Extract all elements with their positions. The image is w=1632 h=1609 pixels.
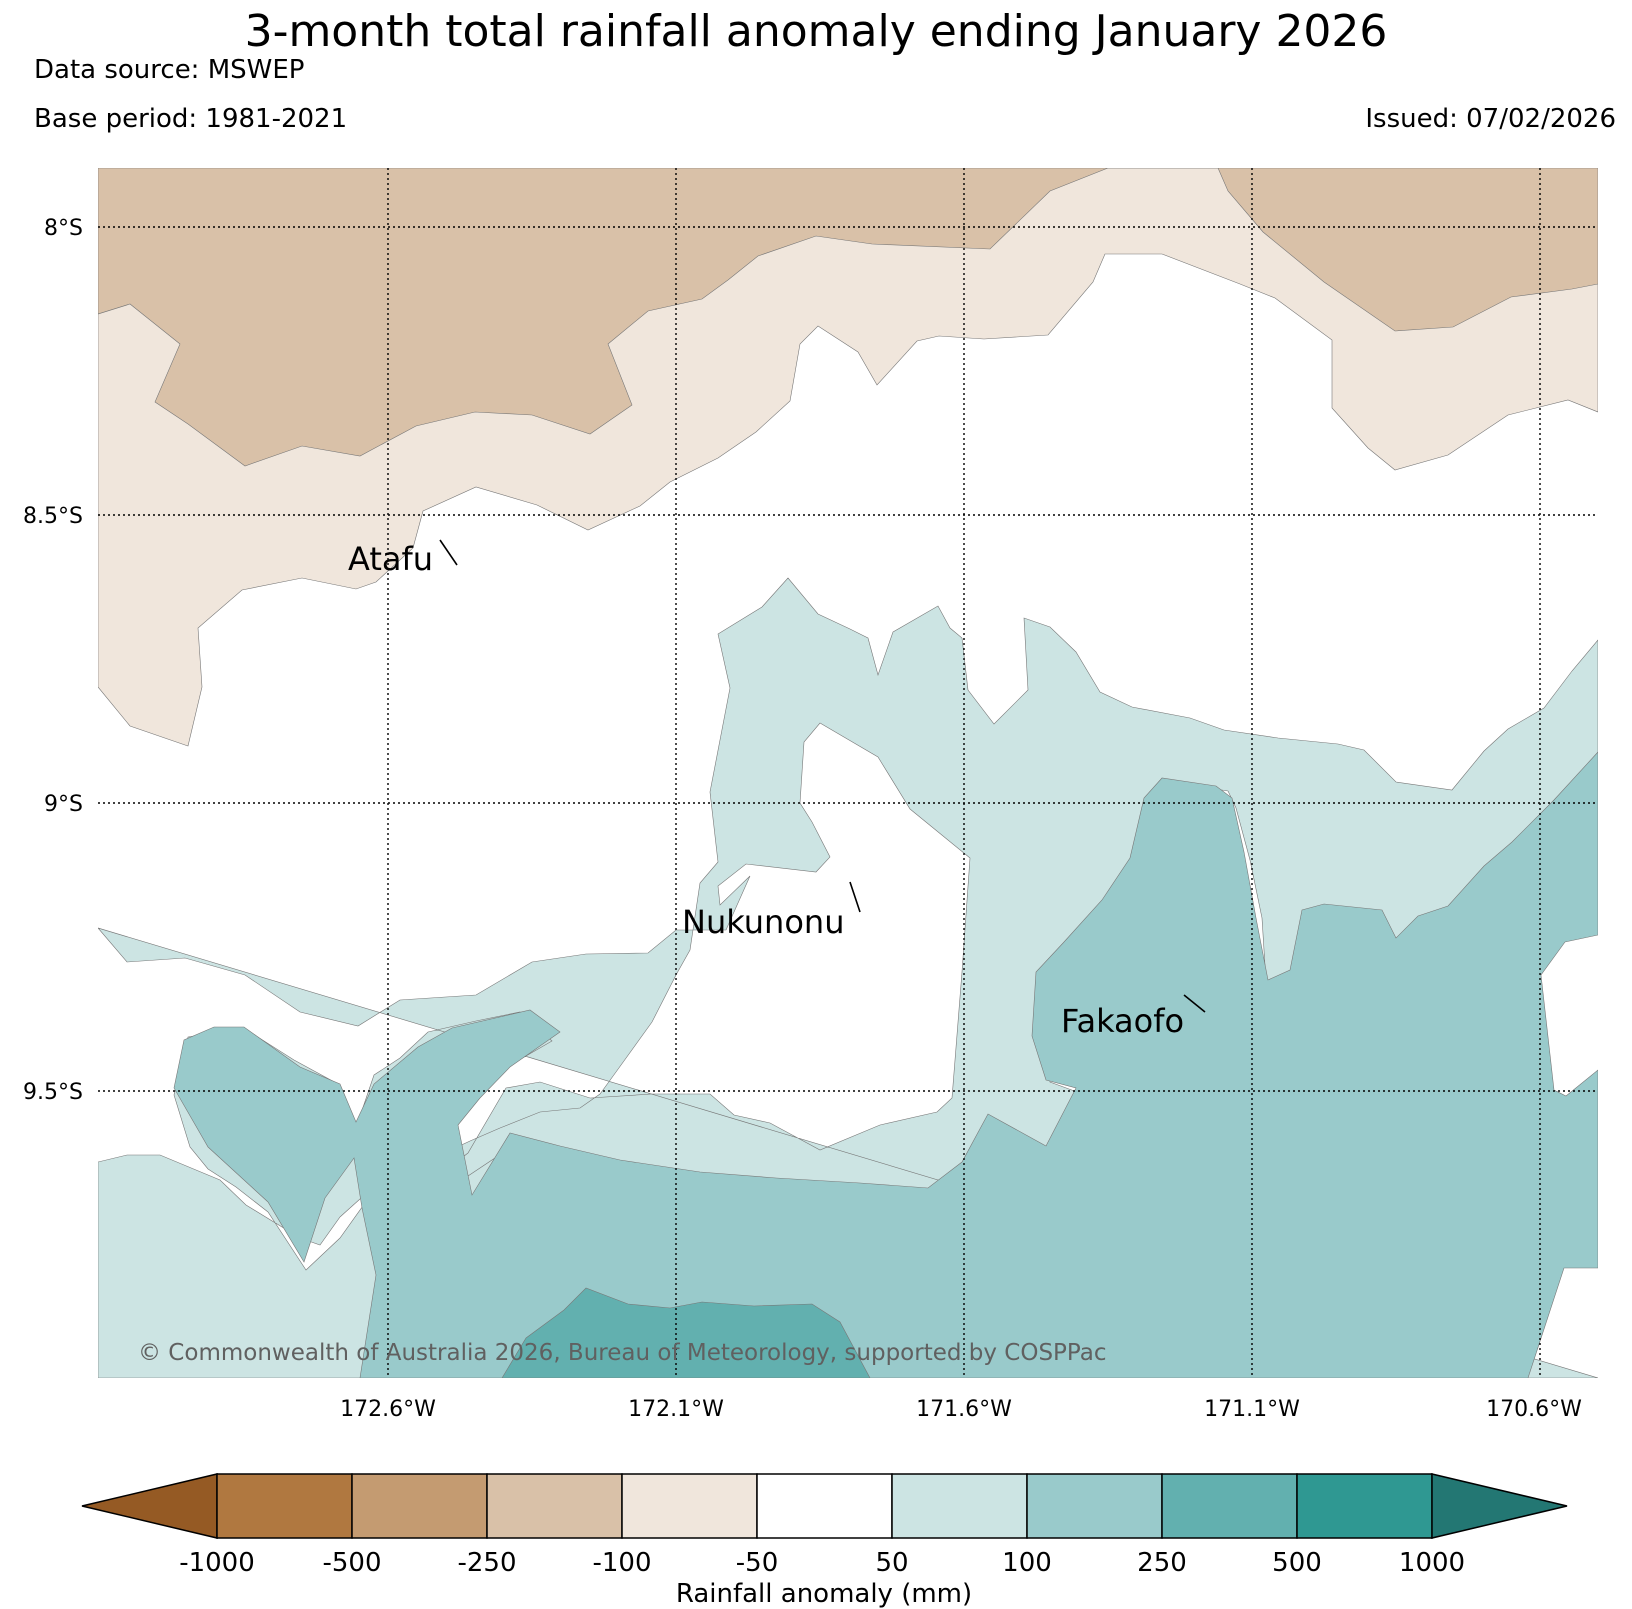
colorbar-tick-label: -250 [457, 1548, 516, 1578]
place-label-nukunonu: Nukunonu [682, 903, 844, 941]
colorbar-tick-label: -100 [592, 1548, 651, 1578]
lon-label: 171.6°W [916, 1397, 1012, 1422]
copyright-notice: © Commonwealth of Australia 2026, Bureau… [138, 1340, 1107, 1366]
dry-anomaly-region-250-100 [98, 168, 1598, 467]
colorbar-bin-250-500 [1161, 1473, 1298, 1539]
issued-date-label: Issued: 07/02/2026 [1365, 104, 1616, 134]
lon-label: 172.1°W [628, 1397, 724, 1422]
colorbar-tick-label: 250 [1137, 1548, 1187, 1578]
lat-label: 9°S [44, 792, 83, 817]
longitude-labels: 172.6°W 172.1°W 171.6°W 171.1°W 170.6°W [340, 1397, 1582, 1422]
colorbar-ticks: -1000 -500 -250 -100 -50 50 100 250 500 … [179, 1548, 1465, 1609]
colorbar-tick-label: 1000 [1399, 1548, 1465, 1578]
contour-layers [98, 168, 1598, 1378]
lon-label: 170.6°W [1486, 1397, 1582, 1422]
lon-label: 172.6°W [340, 1397, 436, 1422]
colorbar-extend-high [1431, 1473, 1568, 1539]
lat-label: 8°S [44, 216, 83, 241]
base-period-label: Base period: 1981-2021 [34, 104, 348, 134]
colorbar-bin-500-1000 [1296, 1473, 1433, 1539]
map-title: 3-month total rainfall anomaly ending Ja… [244, 6, 1388, 57]
colorbar-tick-label: -1000 [179, 1548, 255, 1578]
nukunonu-marker [849, 881, 861, 913]
place-markers [439, 539, 1206, 1013]
lat-label: 9.5°S [23, 1080, 83, 1105]
wet-anomaly-region-250-500 [501, 1287, 871, 1378]
colorbar-bin-neg50-50 [756, 1473, 893, 1539]
colorbar-bin-neg250-neg100 [486, 1473, 623, 1539]
colorbar-bin-50-100 [891, 1473, 1028, 1539]
colorbar-tick-label: -50 [736, 1548, 778, 1578]
colorbar-tick-label: -500 [322, 1548, 381, 1578]
lat-label: 8.5°S [23, 504, 83, 529]
colorbar-bin-100-250 [1026, 1473, 1163, 1539]
latitude-labels: 8°S 8.5°S 9°S 9.5°S [23, 216, 83, 1105]
colorbar-extend-low [81, 1473, 218, 1539]
colorbar-tick-label: 500 [1272, 1548, 1322, 1578]
colorbar-bin-neg500-neg250 [351, 1473, 488, 1539]
place-label-atafu: Atafu [348, 540, 433, 578]
place-labels: Atafu Nukunonu Fakaofo [348, 540, 1184, 1040]
lon-label: 171.1°W [1204, 1397, 1300, 1422]
place-label-fakaofo: Fakaofo [1061, 1002, 1184, 1040]
data-source-label: Data source: MSWEP [34, 55, 305, 85]
colorbar [81, 1473, 1568, 1539]
fakaofo-marker [1183, 994, 1206, 1013]
atafu-marker [439, 539, 458, 566]
colorbar-bin-neg100-neg50 [621, 1473, 758, 1539]
wet-anomaly-region-100-250 [173, 751, 1598, 1378]
colorbar-label: Rainfall anomaly (mm) [676, 1579, 972, 1609]
colorbar-tick-label: 50 [875, 1548, 908, 1578]
colorbar-bin-neg1000-neg500 [216, 1473, 353, 1539]
colorbar-tick-label: 100 [1002, 1548, 1052, 1578]
graticule [98, 168, 1598, 1378]
